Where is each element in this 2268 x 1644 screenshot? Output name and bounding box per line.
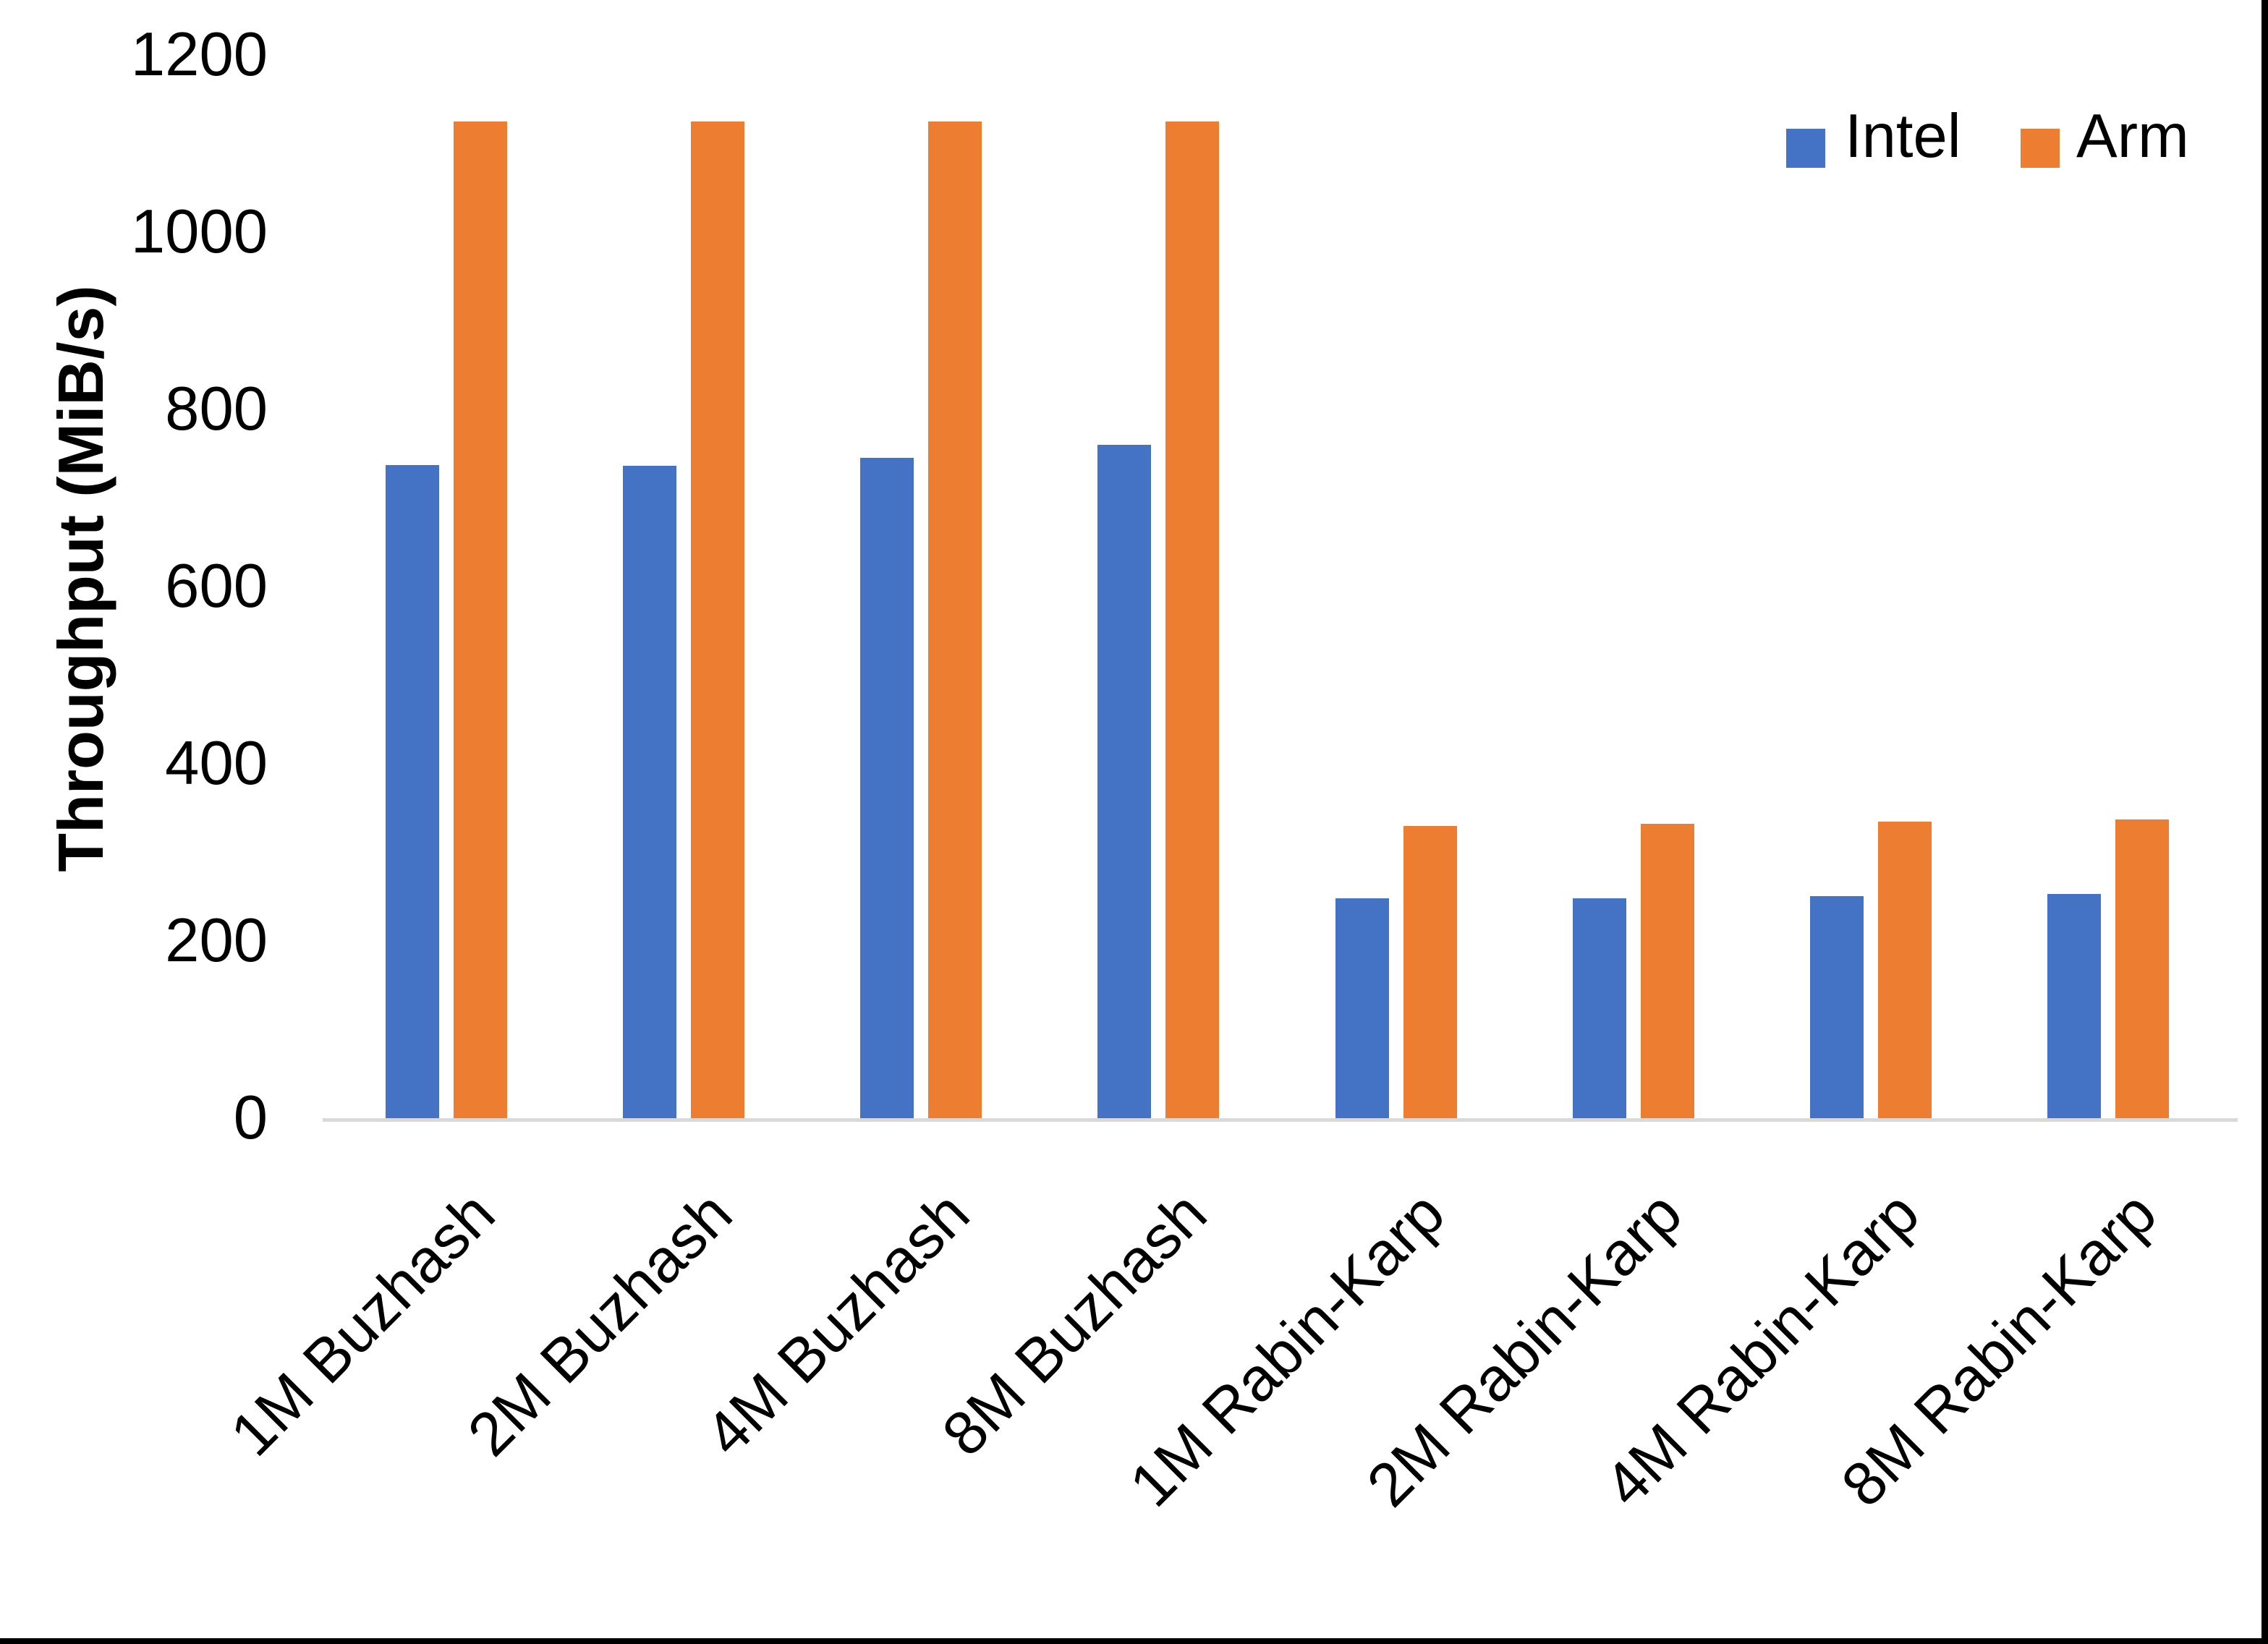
- bar-intel-8m-buzhash: [1097, 445, 1151, 1118]
- legend-swatch-arm: [2021, 129, 2060, 168]
- image-right-border: [2261, 0, 2268, 1644]
- bar-arm-4m-buzhash: [928, 122, 982, 1118]
- legend-label-intel: Intel: [1845, 102, 1961, 171]
- x-category-label-1m-buzhash: 1M Buzhash: [217, 1179, 509, 1470]
- y-tick-label-1000: 1000: [130, 197, 268, 266]
- bar-intel-4m-buzhash: [860, 458, 914, 1118]
- bar-intel-2m-buzhash: [623, 466, 676, 1118]
- bar-intel-8m-rabin-karp: [2047, 894, 2101, 1118]
- bar-intel-4m-rabin-karp: [1810, 896, 1864, 1118]
- bar-arm-8m-buzhash: [1165, 122, 1219, 1118]
- y-tick-label-600: 600: [165, 552, 268, 621]
- y-tick-label-200: 200: [165, 906, 268, 975]
- image-bottom-border: [0, 1638, 2268, 1644]
- bar-arm-2m-buzhash: [691, 122, 744, 1118]
- bar-arm-2m-rabin-karp: [1641, 824, 1694, 1118]
- x-axis-line: [323, 1118, 2238, 1122]
- bar-intel-1m-buzhash: [386, 465, 439, 1118]
- bar-intel-1m-rabin-karp: [1335, 898, 1389, 1118]
- bar-arm-1m-buzhash: [454, 122, 507, 1118]
- bar-arm-1m-rabin-karp: [1403, 826, 1457, 1118]
- bar-intel-2m-rabin-karp: [1573, 898, 1626, 1118]
- y-tick-label-1200: 1200: [130, 20, 268, 89]
- bar-arm-4m-rabin-karp: [1878, 822, 1932, 1118]
- legend-swatch-intel: [1786, 129, 1825, 168]
- bar-arm-8m-rabin-karp: [2115, 819, 2169, 1118]
- y-tick-label-400: 400: [165, 729, 268, 798]
- y-tick-label-0: 0: [233, 1083, 268, 1152]
- y-tick-label-800: 800: [165, 375, 268, 443]
- legend-label-arm: Arm: [2076, 102, 2189, 171]
